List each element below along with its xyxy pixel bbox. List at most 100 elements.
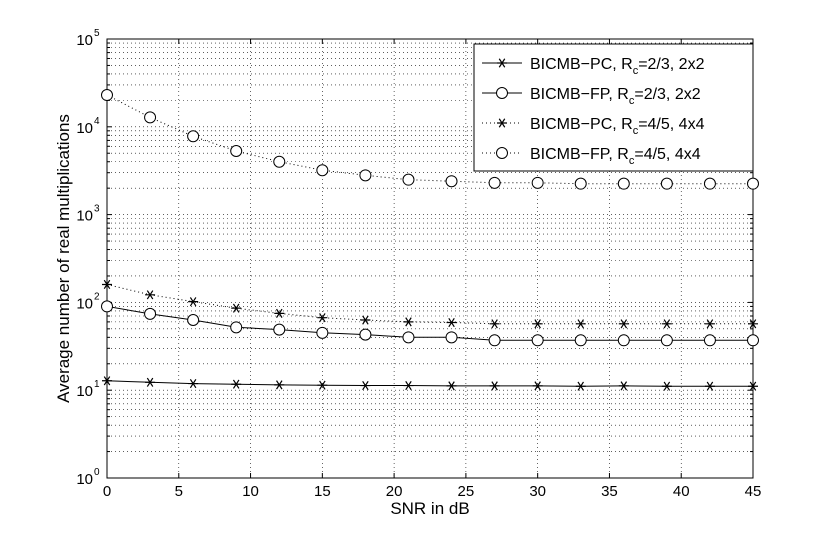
y-tick-label-exponent: 2: [94, 291, 100, 302]
data-point: [747, 177, 759, 190]
data-point: [703, 177, 716, 190]
data-point: [574, 177, 587, 190]
data-point: [445, 331, 458, 344]
data-point: [316, 326, 329, 339]
legend: BICMB−PC, Rc=2/3, 2x2 BICMB−FP, Rc=2/3, 2…: [473, 43, 754, 172]
data-point: [188, 378, 199, 389]
data-point: [497, 118, 507, 128]
y-axis-label: Average number of real multiplications: [54, 114, 73, 403]
x-tick-label: 40: [673, 483, 690, 500]
y-tick-label: 10: [76, 471, 93, 488]
data-point: [230, 321, 243, 334]
x-tick-labels: 0 5 10 15 20 25 30 35 40 45: [103, 483, 762, 500]
y-tick-label: 10: [76, 32, 93, 49]
data-point: [317, 380, 328, 390]
data-point: [532, 381, 543, 391]
y-tick-label-exponent: 0: [94, 467, 100, 478]
legend-label: BICMB−PC, Rc=4/5, 4x4: [530, 116, 705, 137]
data-point: [230, 145, 243, 158]
data-point: [188, 297, 199, 307]
legend-box: [473, 43, 754, 172]
legend-label: BICMB−FP, Rc=4/5, 4x4: [530, 146, 701, 167]
series-4: [101, 89, 759, 190]
y-tick-label: 10: [76, 383, 93, 400]
plot-frame: [106, 38, 754, 479]
data-point: [145, 290, 156, 300]
data-point: [446, 317, 457, 328]
data-point: [274, 308, 285, 318]
data-point: [231, 379, 242, 389]
data-point: [144, 111, 157, 124]
legend-label: BICMB−FP, Rc=2/3, 2x2: [530, 86, 701, 107]
data-point: [187, 314, 200, 327]
data-point: [274, 380, 285, 390]
data-point: [273, 155, 286, 168]
x-tick-label: 10: [242, 483, 259, 500]
data-point: [488, 334, 501, 347]
data-point: [101, 300, 113, 313]
data-point: [316, 164, 329, 177]
data-point: [574, 334, 587, 347]
data-point: [660, 334, 673, 347]
data-point: [496, 147, 508, 159]
data-point: [489, 319, 500, 329]
data-point: [402, 173, 415, 186]
y-tick-label: 10: [76, 208, 93, 225]
data-point: [497, 58, 507, 68]
data-point: [661, 381, 672, 391]
data-point: [445, 175, 458, 188]
data-point: [273, 323, 286, 336]
x-tick-label: 45: [745, 483, 762, 500]
data-point: [618, 319, 629, 329]
data-point: [531, 334, 544, 347]
data-point: [187, 130, 200, 143]
data-point: [532, 319, 543, 329]
series-line: [106, 380, 753, 387]
data-point: [488, 176, 501, 189]
data-point: [575, 319, 586, 329]
data-point: [403, 317, 414, 327]
data-point: [704, 319, 715, 329]
data-point: [747, 334, 759, 347]
data-point: [617, 334, 630, 347]
data-point: [496, 87, 508, 99]
data-point: [403, 380, 414, 391]
y-tick-label: 10: [76, 295, 93, 312]
x-tick-label: 25: [458, 483, 475, 500]
series-line: [106, 305, 753, 341]
data-point: [661, 319, 672, 329]
x-tick-label: 15: [314, 483, 331, 500]
data-point: [317, 313, 328, 323]
data-point: [531, 176, 544, 189]
y-tick-label-exponent: 5: [94, 28, 100, 39]
legend-label: BICMB−PC, Rc=2/3, 2x2: [530, 56, 705, 77]
x-tick-label: 5: [175, 483, 183, 500]
data-point: [748, 319, 758, 329]
y-tick-label: 10: [76, 120, 93, 137]
y-tick-label-exponent: 4: [94, 116, 100, 127]
data-point: [359, 328, 372, 341]
data-point: [102, 279, 112, 290]
data-point: [360, 315, 371, 325]
data-point: [617, 177, 630, 190]
data-point: [489, 381, 500, 391]
data-point: [748, 381, 758, 391]
data-point: [360, 380, 371, 391]
data-point: [704, 381, 715, 391]
series-line: [106, 94, 753, 185]
data-point: [446, 381, 457, 391]
data-point: [660, 177, 673, 190]
data-point: [402, 331, 415, 344]
x-tick-label: 20: [386, 483, 403, 500]
x-tick-label: 30: [529, 483, 546, 500]
data-point: [145, 377, 156, 387]
data-point: [703, 334, 716, 347]
y-tick-label-exponent: 3: [94, 204, 100, 215]
data-point: [144, 307, 157, 320]
data-point: [101, 89, 113, 102]
data-point: [102, 376, 112, 386]
series-line: [106, 284, 753, 325]
series-layer: [101, 89, 759, 391]
